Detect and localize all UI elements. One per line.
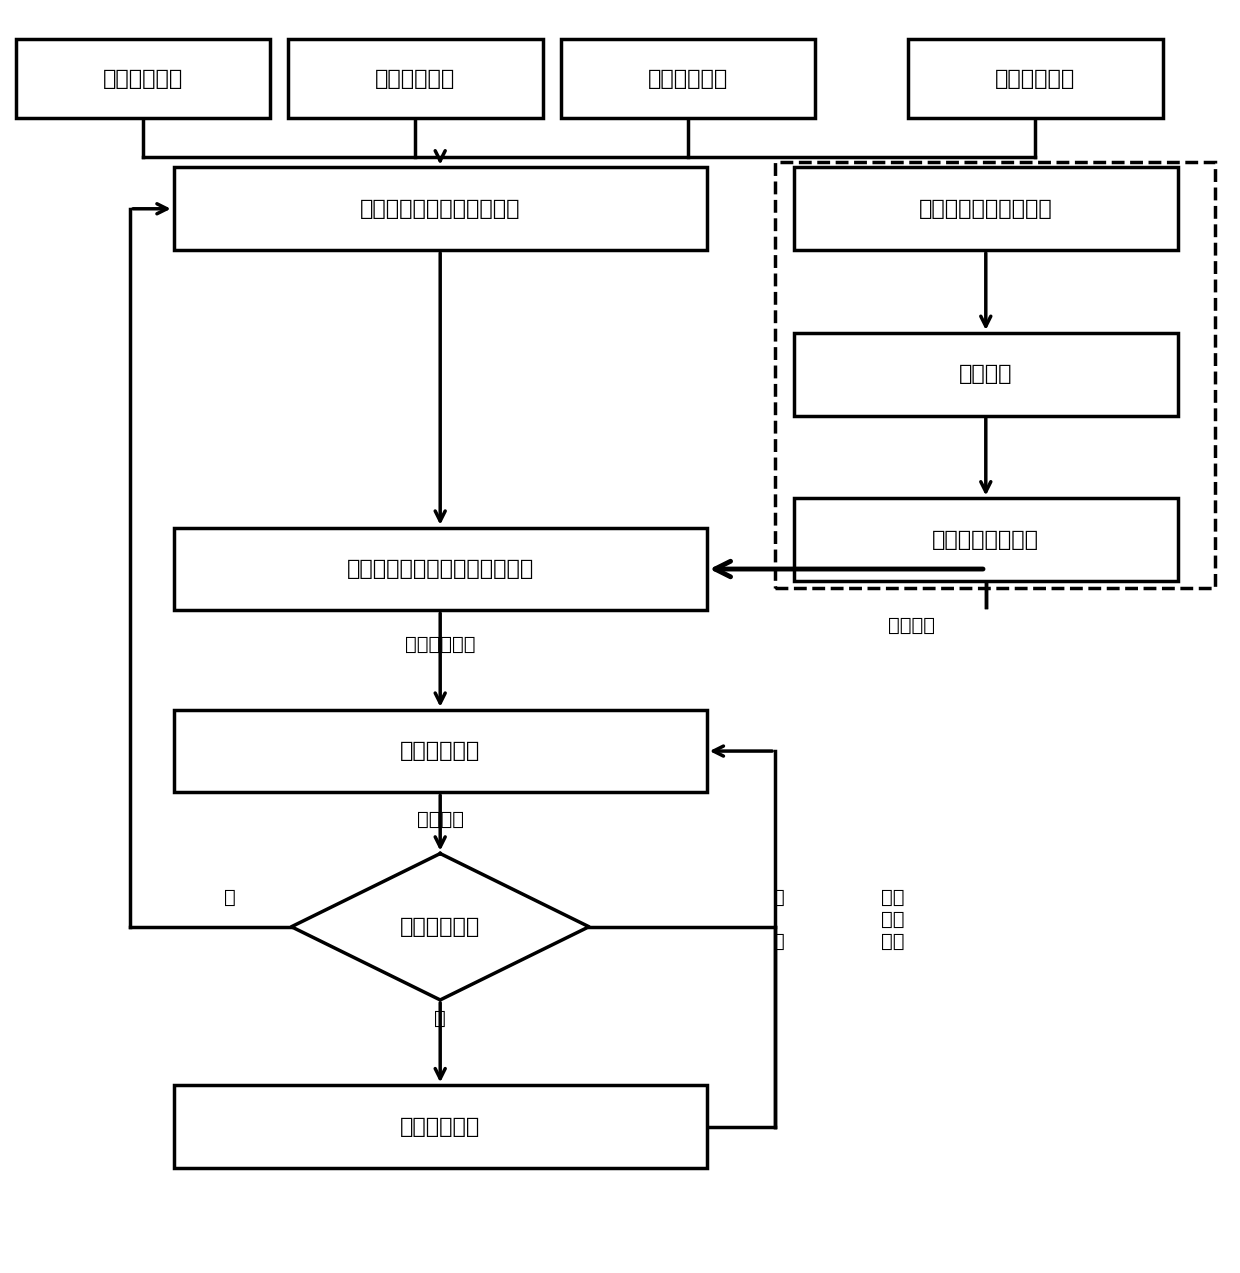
Bar xyxy=(794,498,1178,580)
Text: 树的分裂: 树的分裂 xyxy=(959,364,1013,384)
Bar xyxy=(775,162,1215,588)
Text: 车辆行驶速度: 车辆行驶速度 xyxy=(996,69,1075,89)
Text: 车辆行驶时数据的实时读取: 车辆行驶时数据的实时读取 xyxy=(360,199,521,219)
Text: 天气状态指标: 天气状态指标 xyxy=(649,69,728,89)
Bar xyxy=(794,334,1178,415)
Bar xyxy=(16,39,270,118)
Bar xyxy=(174,709,707,792)
Bar xyxy=(174,527,707,610)
Bar xyxy=(174,167,707,250)
Text: 路线预判信息: 路线预判信息 xyxy=(103,69,182,89)
Polygon shape xyxy=(291,853,589,1001)
Text: 调节车身高度: 调节车身高度 xyxy=(401,1116,480,1137)
Text: 反

馈: 反 馈 xyxy=(773,887,785,951)
Text: 车身目标高度: 车身目标高度 xyxy=(405,635,475,653)
Text: 控制信号: 控制信号 xyxy=(417,811,464,829)
Text: 车高调节策略: 车高调节策略 xyxy=(401,741,480,761)
Bar xyxy=(908,39,1163,118)
Text: 输出车身目标高度的决策树模型: 输出车身目标高度的决策树模型 xyxy=(346,559,534,579)
Text: 当前
车身
高度: 当前 车身 高度 xyxy=(882,887,904,951)
Text: 决策树模型的建立: 决策树模型的建立 xyxy=(932,530,1039,550)
Text: 样本数据的选取与处理: 样本数据的选取与处理 xyxy=(919,199,1053,219)
Bar xyxy=(289,39,543,118)
Bar xyxy=(562,39,816,118)
Bar xyxy=(794,167,1178,250)
Bar xyxy=(174,1085,707,1169)
Text: 是否调节车高: 是否调节车高 xyxy=(401,917,480,937)
Text: 路面路况信息: 路面路况信息 xyxy=(376,69,455,89)
Text: 模型构建: 模型构建 xyxy=(888,616,935,634)
Text: 否: 否 xyxy=(223,889,236,906)
Text: 是: 是 xyxy=(434,1009,446,1027)
